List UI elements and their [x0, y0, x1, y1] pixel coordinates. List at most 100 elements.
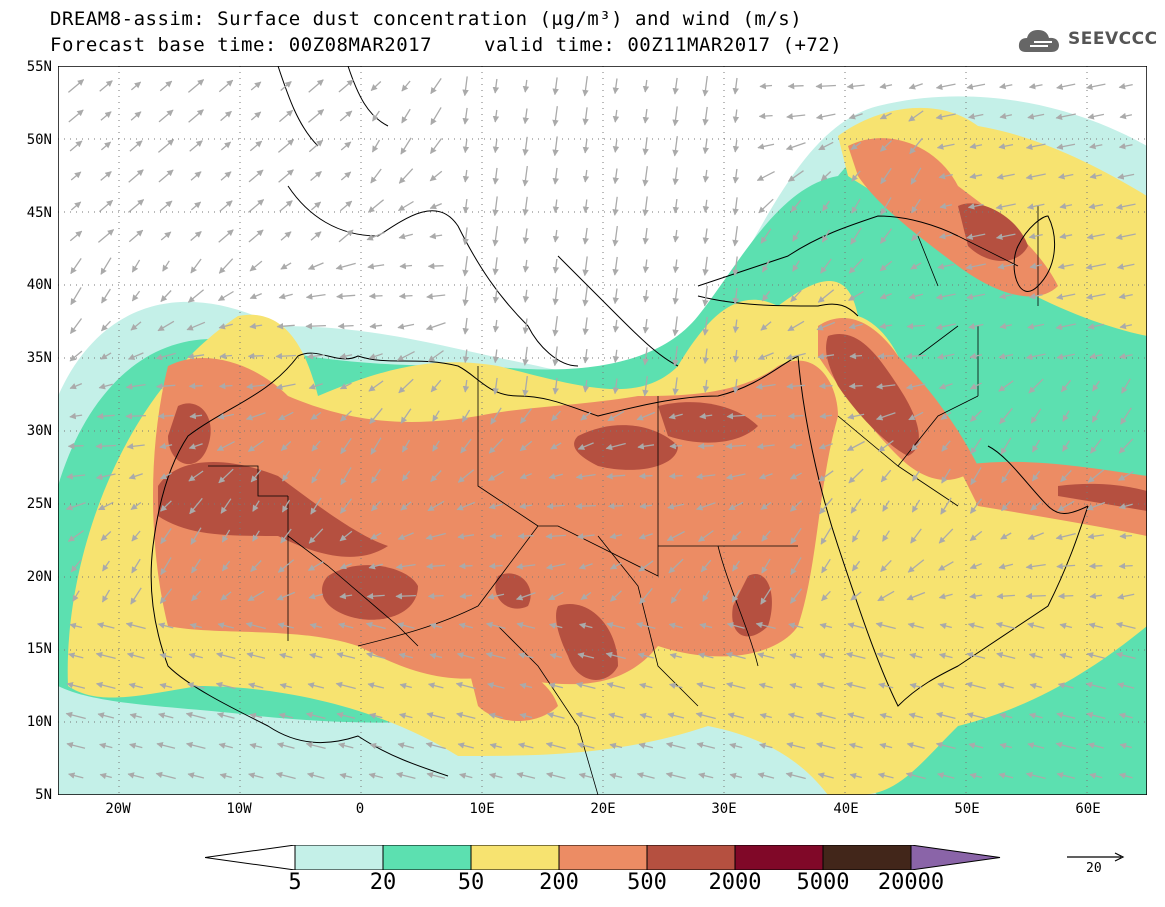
wind-vector	[338, 79, 354, 93]
wind-vector	[282, 470, 290, 482]
wind-vector	[1088, 562, 1103, 570]
wind-vector	[159, 80, 173, 92]
wind-vector	[576, 742, 595, 749]
wind-vector	[488, 503, 503, 510]
wind-vector	[639, 682, 653, 689]
wind-vector	[70, 171, 82, 181]
wind-vector	[1027, 622, 1045, 629]
wind-vector	[457, 533, 475, 540]
wind-vector	[488, 562, 503, 570]
wind-vector	[339, 200, 353, 212]
wind-vector	[456, 711, 476, 720]
wind-vector	[100, 141, 112, 151]
wind-vector	[456, 501, 476, 511]
wind-vector	[637, 443, 655, 450]
wind-vector	[368, 772, 383, 779]
wind-vector	[815, 82, 836, 90]
wind-vector	[338, 622, 354, 629]
wind-vector	[609, 742, 623, 750]
wind-vector	[875, 412, 896, 421]
wind-vector	[159, 472, 172, 480]
wind-vector	[185, 741, 206, 750]
wind-vector	[1086, 501, 1106, 511]
wind-vector	[215, 681, 236, 690]
wind-vector	[996, 592, 1015, 600]
wind-vector	[456, 652, 475, 659]
wind-vector	[642, 166, 649, 187]
wind-vector	[699, 412, 713, 420]
wind-vector	[306, 353, 325, 360]
lat-label: 15N	[26, 641, 52, 657]
wind-vector	[492, 167, 499, 185]
wind-vector	[642, 347, 649, 366]
wind-vector	[280, 528, 292, 544]
wind-vector	[187, 353, 205, 360]
wind-vector	[1089, 592, 1103, 600]
logo-text: SEEVCCC	[1068, 29, 1158, 49]
wind-vector	[729, 742, 743, 750]
wind-vector	[998, 380, 1014, 392]
wind-vector	[726, 681, 746, 690]
wind-vector	[732, 349, 740, 363]
wind-vector	[848, 742, 863, 749]
wind-vector	[311, 468, 321, 484]
wind-vector	[1057, 263, 1074, 270]
wind-vector	[131, 259, 141, 273]
wind-vector	[582, 76, 589, 97]
wind-vector	[455, 681, 476, 690]
wind-vector	[1059, 652, 1073, 660]
wind-vector	[879, 260, 893, 272]
wind-vector	[518, 652, 534, 659]
wind-vector	[128, 473, 143, 480]
wind-vector	[519, 502, 533, 510]
base-time: Forecast base time: 00Z08MAR2017	[50, 34, 433, 56]
wind-vector	[822, 200, 830, 212]
wind-vector	[815, 711, 836, 720]
wind-vector	[818, 382, 833, 390]
wind-vector	[938, 383, 953, 390]
wind-vector	[400, 137, 412, 155]
wind-vector	[492, 257, 499, 276]
wind-vector	[912, 470, 920, 482]
wind-vector	[190, 171, 202, 181]
wind-vector	[731, 589, 741, 603]
wind-vector	[1118, 293, 1133, 300]
wind-vector	[1058, 592, 1074, 600]
wind-vector	[607, 502, 624, 510]
wind-vector	[218, 468, 234, 484]
wind-vector	[1062, 440, 1070, 452]
wind-vector	[220, 498, 232, 514]
wind-vector	[1029, 682, 1042, 690]
lon-label: 60E	[1075, 801, 1101, 817]
wind-vector	[1117, 682, 1135, 689]
wind-vector	[369, 407, 383, 425]
wind-vector	[696, 473, 716, 480]
wind-vector	[395, 563, 416, 570]
wind-vector	[159, 442, 173, 450]
wind-vector	[848, 323, 863, 330]
wind-vector	[878, 682, 894, 689]
wind-vector	[878, 440, 894, 452]
wind-vector	[848, 258, 864, 274]
wind-reference-value: 20	[1086, 861, 1102, 876]
wind-vector	[760, 321, 772, 331]
wind-vector	[249, 293, 262, 300]
lat-label: 55N	[26, 59, 52, 75]
wind-vector	[672, 377, 679, 396]
wind-vector	[577, 652, 595, 659]
wind-vector	[219, 772, 232, 780]
wind-vector	[851, 529, 861, 543]
wind-vector	[395, 592, 416, 600]
wind-vector	[666, 530, 685, 542]
wind-vector	[100, 531, 112, 541]
wind-vector	[432, 410, 440, 422]
wind-vector	[552, 199, 560, 214]
wind-vector	[339, 592, 353, 600]
wind-vector	[339, 110, 353, 122]
wind-vector	[305, 741, 326, 750]
wind-vector	[401, 108, 411, 124]
wind-vector	[965, 681, 986, 690]
wind-vector	[821, 590, 831, 602]
wind-vector	[879, 742, 893, 750]
wind-vector	[727, 712, 744, 719]
